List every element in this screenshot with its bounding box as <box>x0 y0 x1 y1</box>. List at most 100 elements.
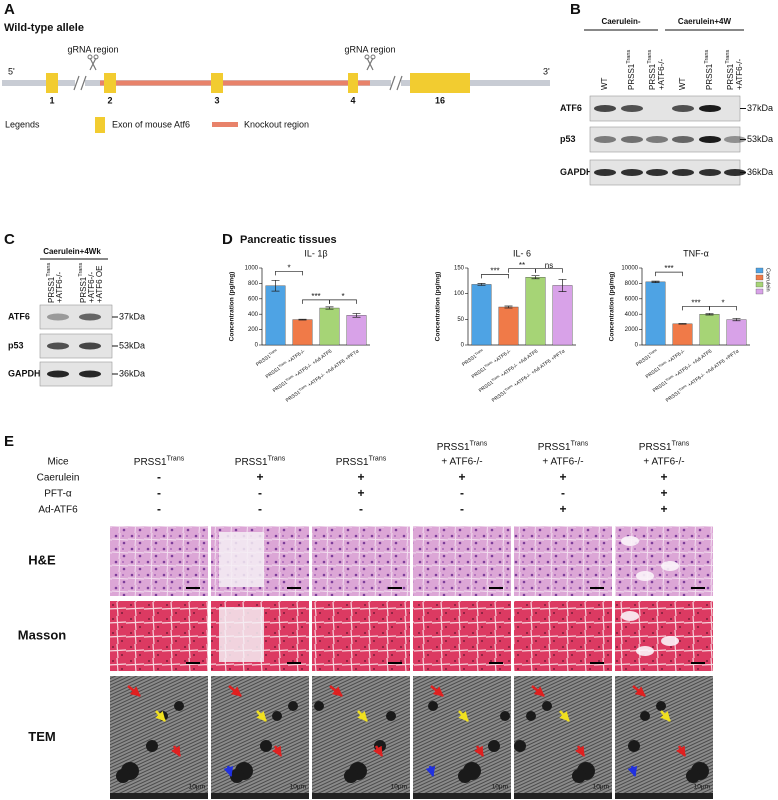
label-extra: +ATF6-/- <box>513 372 533 388</box>
significance-label: ** <box>519 261 525 270</box>
label-text: WT <box>678 77 687 90</box>
legend-swatch <box>755 288 764 295</box>
tem-arrow <box>228 685 242 697</box>
tem-arrow <box>256 710 267 722</box>
panel-label: D <box>222 231 233 248</box>
label-extra: +PFTα <box>724 349 740 363</box>
sign: + <box>660 470 667 484</box>
exon-number: 4 <box>350 95 355 105</box>
y-tick-label: 10000 <box>621 266 638 272</box>
sign: + <box>660 502 667 516</box>
grna-label: gRNA region <box>67 44 118 54</box>
bar <box>498 306 519 346</box>
label-extra: +ATF6-/- <box>674 363 694 379</box>
tem-arrow <box>474 745 485 757</box>
end-label: 3' <box>543 66 550 76</box>
tissue-gap <box>219 607 264 662</box>
micrograph <box>514 676 612 799</box>
tem-arrow <box>632 685 646 697</box>
granule <box>428 701 438 711</box>
bar <box>471 284 492 346</box>
blot-size-label: 53kDa <box>119 340 145 350</box>
tem-arrow <box>627 765 638 777</box>
bar <box>265 285 286 346</box>
label-name: PRSS1 <box>639 442 672 453</box>
scale-strip <box>110 793 208 799</box>
significance-bracket <box>481 274 509 279</box>
tem-arrow <box>425 765 436 777</box>
blot-row-label: ATF6 <box>8 311 30 321</box>
error-bar <box>298 318 307 321</box>
legend-text: Exon of mouse Atf6 <box>112 119 190 129</box>
significance-bracket <box>535 268 563 273</box>
label-name: PRSS1 <box>538 442 571 453</box>
label-name: PRSS1 <box>648 63 657 90</box>
exon <box>104 73 116 93</box>
label-sup: Trans <box>491 374 501 382</box>
tem-arrow <box>559 710 570 722</box>
sign: - <box>157 486 161 500</box>
exon <box>211 73 223 93</box>
blot-row-label: GAPDH <box>560 167 593 177</box>
significance-label: * <box>287 263 290 272</box>
blot-row-label: p53 <box>560 134 576 144</box>
sign: - <box>460 502 464 516</box>
blot-band <box>594 136 616 143</box>
scale-strip <box>211 793 309 799</box>
label-extra: +Ad-ATF6 <box>705 358 727 376</box>
tem-arrow <box>430 685 444 697</box>
group-label: Caerulein- <box>601 17 640 26</box>
scissors <box>89 57 97 71</box>
y-tick-label: 150 <box>454 266 465 272</box>
significance-label: *** <box>311 292 320 301</box>
chart-title: TNF-α <box>683 248 709 258</box>
label-extra: + ATF6-/- <box>643 457 684 468</box>
tem-arrow <box>171 745 182 757</box>
label-sup: Trans <box>658 360 668 368</box>
label-name: PRSS1 <box>235 457 268 468</box>
panel-label: C <box>4 231 15 248</box>
y-axis-label: Concentration (pg/mg) <box>609 272 616 342</box>
blot-band <box>47 342 69 350</box>
label-extra: +ATF6-/- <box>287 349 307 365</box>
granule <box>272 711 282 721</box>
label-group: WT <box>678 77 687 90</box>
blot-row-label: GAPDH <box>8 368 41 378</box>
blot-band <box>47 370 69 378</box>
y-tick-label: 200 <box>248 327 259 333</box>
label-sup: Trans <box>268 455 286 462</box>
y-tick-label: 1000 <box>245 266 259 272</box>
label-extra: +ATF6-/- <box>735 58 744 90</box>
blot-band <box>699 136 721 143</box>
micrograph <box>110 526 208 596</box>
bar <box>726 319 747 346</box>
granule <box>542 701 552 711</box>
granule <box>344 769 358 783</box>
blot-band <box>79 342 101 350</box>
label-group: PRSS1Trans <box>461 348 483 368</box>
break-mark <box>73 75 87 91</box>
tissue-gap <box>621 536 639 546</box>
blot-band <box>79 313 101 321</box>
tissue-gap <box>661 636 679 646</box>
panel-label: E <box>4 433 14 450</box>
label-sup: Trans <box>369 455 387 462</box>
scale-label: 10μm <box>593 784 609 791</box>
tem-arrow <box>357 710 368 722</box>
chart-title: IL- 1β <box>304 248 327 258</box>
label-group: PRSS1Trans <box>635 348 657 368</box>
scissors-handle <box>93 54 99 60</box>
label-extra: +Ad-ATF6 <box>691 349 713 367</box>
micrograph <box>312 676 410 799</box>
label-extra: + ATF6-/- <box>542 457 583 468</box>
error-bar <box>531 275 540 280</box>
granule <box>260 740 272 752</box>
granule <box>656 701 666 711</box>
scale-label: 10μm <box>391 784 407 791</box>
break-mark <box>389 75 403 91</box>
significance-label: * <box>721 299 724 308</box>
label-sup: Trans <box>648 49 654 63</box>
scale-label: 10μm <box>694 784 710 791</box>
blot-band <box>79 370 101 378</box>
group-label: Caerulein+4Wk <box>43 247 101 256</box>
